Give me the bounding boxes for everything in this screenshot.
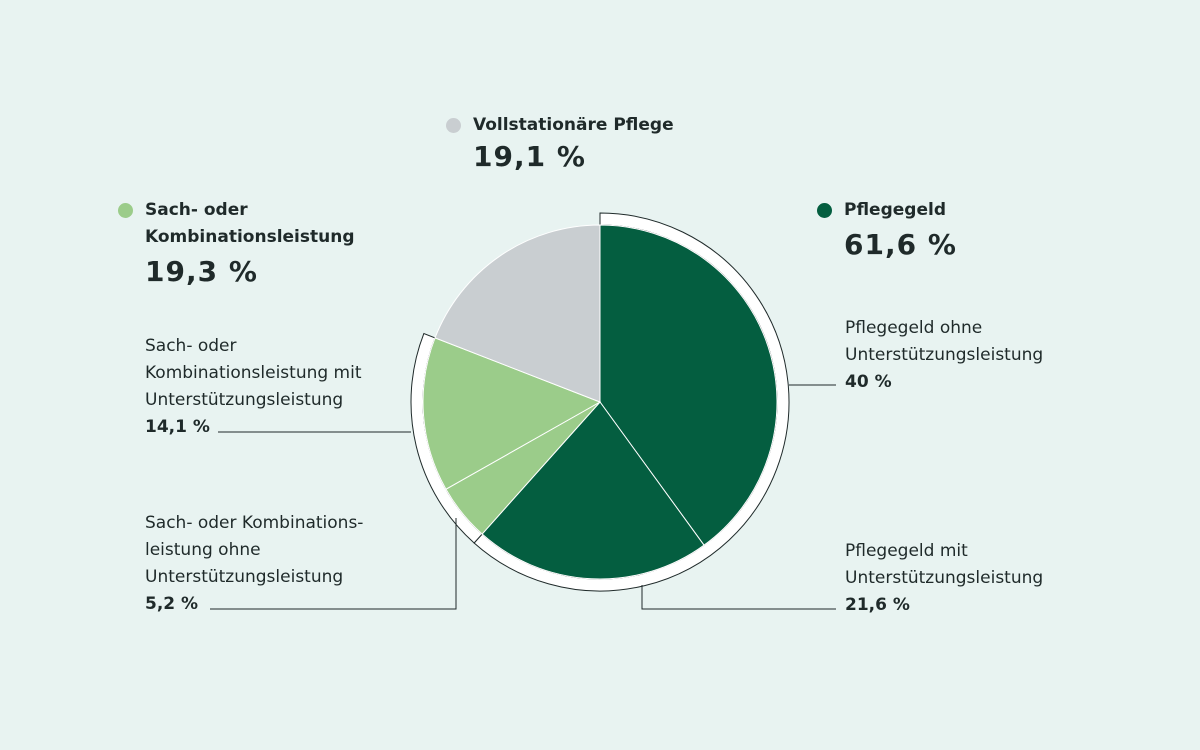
label-pflegegeld-mit-line2: Unterstützungsleistung [845, 568, 1044, 588]
legend-title-sach-line1: Sach- oder [145, 200, 248, 220]
label-pflegegeld-mit: Pflegegeld mit Unterstützungsleistung 21… [845, 538, 1043, 619]
pie-slices [422, 224, 778, 580]
legend-title-vollstationaer: Vollstationäre Pflege [473, 115, 674, 135]
pie-slice-4 [434, 224, 601, 403]
total-sach: 19,3 % [145, 255, 258, 288]
label-sach-ohne-line2: leistung ohne [145, 540, 261, 560]
label-sach-mit: Sach- oder Kombinationsleistung mit Unte… [145, 333, 362, 441]
label-pflegegeld-mit-line1: Pflegegeld mit [845, 541, 968, 561]
pie-slice-1 [481, 401, 705, 580]
label-sach-ohne-line1: Sach- oder Kombinations- [145, 513, 364, 533]
total-vollstationaer: 19,1 % [473, 140, 586, 173]
legend-pflegegeld: Pflegegeld [817, 197, 946, 224]
label-pflegegeld-ohne-value: 40 % [845, 372, 892, 392]
label-sach-ohne-value: 5,2 % [145, 594, 199, 614]
pie-slice-0 [599, 224, 778, 546]
label-sach-ohne-line3: Unterstützungsleistung [145, 567, 344, 587]
label-pflegegeld-ohne-line1: Pflegegeld ohne [845, 318, 983, 338]
label-sach-ohne: Sach- oder Kombinations- leistung ohne U… [145, 510, 363, 618]
legend-title-pflegegeld: Pflegegeld [844, 200, 946, 220]
legend-dot-sach [118, 203, 133, 218]
leader-pflegegeld-mit [641, 585, 836, 610]
label-sach-mit-line3: Unterstützungsleistung [145, 390, 344, 410]
label-pflegegeld-ohne: Pflegegeld ohne Unterstützungsleistung 4… [845, 315, 1043, 396]
legend-vollstationaer: Vollstationäre Pflege [446, 112, 674, 139]
leader-lines [210, 384, 836, 610]
legend-dot-vollstationaer [446, 118, 461, 133]
total-pflegegeld: 61,6 % [844, 228, 957, 261]
label-pflegegeld-mit-value: 21,6 % [845, 595, 910, 615]
label-sach-mit-line1: Sach- oder [145, 336, 237, 356]
legend-title-sach-line2: Kombinationsleistung [145, 227, 355, 247]
label-pflegegeld-ohne-line2: Unterstützungsleistung [845, 345, 1044, 365]
leader-sach-ohne [210, 518, 457, 610]
legend-dot-pflegegeld [817, 203, 832, 218]
label-sach-mit-value: 14,1 % [145, 417, 210, 437]
legend-sach: Sach- oder Kombinationsleistung [118, 197, 355, 251]
pie-slice-3 [422, 337, 602, 490]
label-sach-mit-line2: Kombinationsleistung mit [145, 363, 362, 383]
